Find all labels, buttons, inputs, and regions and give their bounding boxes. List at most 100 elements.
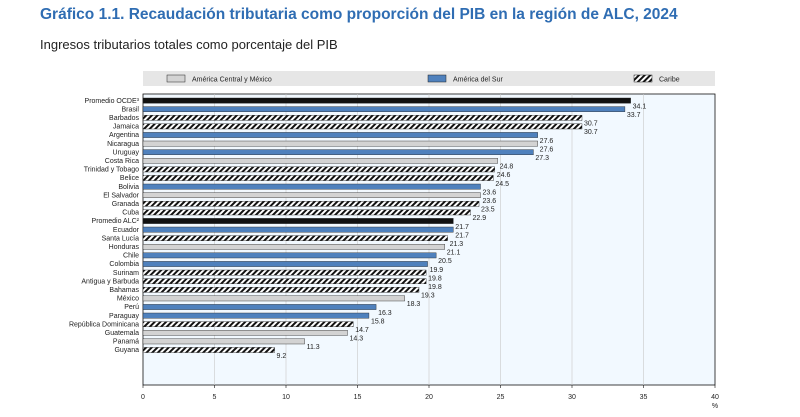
x-axis-ticks: 0 5 10 15 20 25 30 35 40 xyxy=(141,385,719,401)
data-label: 30.7 xyxy=(584,121,598,128)
data-label: 19.8 xyxy=(428,275,442,282)
bar xyxy=(142,192,481,199)
bar xyxy=(142,269,427,276)
category-label: Guatemala xyxy=(105,330,139,337)
data-label: 34.1 xyxy=(633,103,647,110)
legend-label: América del Sur xyxy=(453,77,503,84)
category-label: Panamá xyxy=(113,339,139,346)
data-label: 21.1 xyxy=(447,250,461,257)
bar xyxy=(142,123,583,130)
x-tick-label: 30 xyxy=(568,394,576,401)
bars xyxy=(142,97,631,353)
data-label: 24.8 xyxy=(500,164,514,171)
category-label: Promedio ALC² xyxy=(92,218,140,225)
category-label: Santa Lucía xyxy=(102,235,139,242)
bar xyxy=(142,278,427,285)
data-label: 33.7 xyxy=(627,112,641,119)
data-label: 27.3 xyxy=(535,155,549,162)
legend-swatch xyxy=(633,74,653,83)
category-label: Promedio OCDE³ xyxy=(85,98,140,105)
category-label: Bahamas xyxy=(109,287,139,294)
category-label: Paraguay xyxy=(109,313,139,320)
x-tick-label: 15 xyxy=(354,394,362,401)
bar xyxy=(142,252,437,259)
bar xyxy=(142,97,631,104)
data-label: 22.9 xyxy=(472,215,486,222)
category-label: Bolivia xyxy=(118,184,139,191)
bar xyxy=(142,235,448,242)
data-label: 20.5 xyxy=(438,258,452,265)
category-label: Barbados xyxy=(109,115,139,122)
category-label: Colombia xyxy=(109,261,139,268)
bar xyxy=(142,347,275,353)
data-label: 14.3 xyxy=(349,336,363,343)
x-tick-label: 25 xyxy=(497,394,505,401)
data-label: 11.3 xyxy=(307,344,320,351)
category-label: Surinam xyxy=(113,270,139,277)
category-label: Cuba xyxy=(122,210,139,217)
category-label: República Dominicana xyxy=(69,321,139,328)
data-label: 18.3 xyxy=(407,301,421,308)
legend: América Central y México América del Sur C… xyxy=(166,74,680,84)
category-label: Perú xyxy=(124,304,139,311)
bar xyxy=(142,218,454,224)
category-label: Chile xyxy=(123,253,139,260)
bar xyxy=(142,106,626,112)
data-label: 23.6 xyxy=(482,198,496,205)
category-label: Trinidad y Tobago xyxy=(84,167,139,174)
category-label: Guyana xyxy=(114,347,139,354)
x-tick-label: 5 xyxy=(213,394,217,401)
category-label: México xyxy=(117,296,139,303)
data-label: 15.8 xyxy=(371,318,385,325)
data-label: 27.6 xyxy=(540,146,554,153)
data-label: 16.3 xyxy=(378,310,392,317)
data-label: 21.3 xyxy=(450,241,464,248)
category-label: El Salvador xyxy=(103,192,139,199)
bar xyxy=(142,338,305,345)
category-label: Nicaragua xyxy=(107,141,139,148)
bar xyxy=(142,209,471,216)
data-label: 23.6 xyxy=(482,189,496,196)
bar xyxy=(142,132,538,138)
bar xyxy=(142,140,538,147)
bar xyxy=(142,243,445,250)
bar xyxy=(142,175,494,181)
x-tick-label: 10 xyxy=(282,394,290,401)
bar xyxy=(142,157,498,164)
legend-swatch xyxy=(166,74,186,83)
category-label: Antigua y Barbuda xyxy=(81,278,139,285)
chart-subtitle: Ingresos tributarios totales como porcen… xyxy=(40,37,338,52)
category-label: Argentina xyxy=(109,132,139,139)
legend-label: Caribe xyxy=(659,77,680,84)
data-label: 24.6 xyxy=(497,172,511,179)
data-label: 19.3 xyxy=(421,293,435,300)
category-label: Costa Rica xyxy=(105,158,139,165)
data-label: 9.2 xyxy=(277,353,287,360)
bar xyxy=(142,330,348,336)
value-labels: 34.1 33.7 30.730.7 27.627.6 27.3 24.824.6 24.5… xyxy=(277,103,647,359)
bar xyxy=(142,226,454,233)
data-label: 19.8 xyxy=(428,284,442,291)
category-label: Belice xyxy=(120,175,139,182)
bar xyxy=(142,295,405,302)
data-label: 23.5 xyxy=(481,207,495,214)
x-tick-label: 0 xyxy=(141,394,145,401)
legend-label: América Central y México xyxy=(192,77,272,84)
data-label: 24.5 xyxy=(495,181,509,188)
category-label: Granada xyxy=(112,201,139,208)
bar xyxy=(142,200,480,207)
x-tick-label: 40 xyxy=(711,394,719,401)
bar xyxy=(142,261,428,267)
bar xyxy=(142,114,583,121)
x-axis-label: % xyxy=(712,403,718,410)
data-label: 30.7 xyxy=(584,129,598,136)
bar xyxy=(142,287,420,293)
data-label: 14.7 xyxy=(355,327,369,334)
x-tick-label: 20 xyxy=(425,394,433,401)
category-label: Jamaica xyxy=(113,124,139,131)
bar xyxy=(142,183,481,190)
bar xyxy=(142,149,534,156)
x-tick-label: 35 xyxy=(640,394,648,401)
